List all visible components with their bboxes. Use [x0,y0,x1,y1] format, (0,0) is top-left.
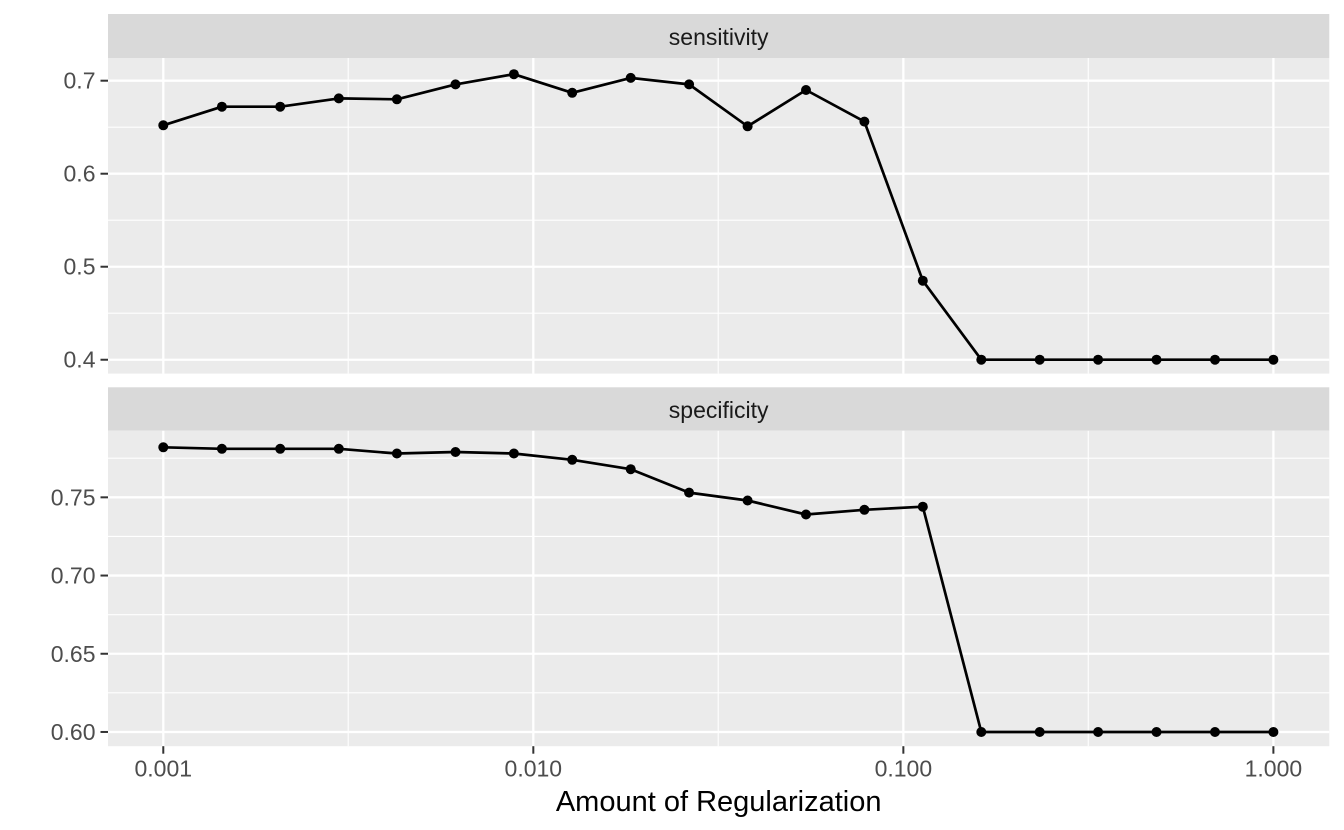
y-tick-label: 0.7 [64,68,96,94]
facet-strip-label: specificity [669,397,769,423]
y-tick-label: 0.5 [64,254,96,280]
y-tick-label: 0.6 [64,161,96,187]
data-point [1268,727,1279,737]
facet-strip-specificity [108,387,1330,431]
data-point [684,487,695,498]
data-point [742,495,753,506]
data-point [801,85,811,95]
data-point [216,443,227,454]
data-point [859,504,870,515]
data-point [450,447,461,457]
data-point [625,464,636,475]
data-point [567,87,578,98]
data-point [801,509,811,520]
data-point [158,442,169,453]
data-point [917,501,928,512]
x-tick-label: 1.000 [1245,756,1303,782]
data-point [1093,354,1104,365]
x-tick-label: 0.001 [135,756,193,782]
facet-sensitivity: sensitivity 0.7 0.6 0.5 0.4 [64,14,1330,374]
data-point [1151,727,1162,737]
y-tick-label: 0.60 [51,719,96,745]
x-tick-label: 0.100 [875,756,933,782]
data-point [859,116,870,127]
y-tick-label: 0.70 [51,563,96,589]
y-tick-label: 0.4 [64,347,96,373]
x-axis: 0.001 0.010 0.100 1.000 [135,746,1303,782]
facet-specificity: specificity 0.75 0.70 0.65 0.60 [51,387,1330,747]
data-point [1151,354,1162,365]
x-tick-label: 0.010 [505,756,563,782]
data-point [684,79,695,90]
data-point [976,354,987,365]
data-point [275,443,286,454]
data-point [1034,354,1045,365]
facet-strip-sensitivity [108,14,1330,58]
data-point [1093,727,1104,737]
data-point [158,120,169,131]
data-point [333,93,344,104]
data-point [1210,354,1220,365]
data-point [742,121,753,132]
y-tick-label: 0.75 [51,484,96,510]
data-point [1034,727,1045,737]
data-point [1210,727,1220,737]
data-point [391,448,402,459]
data-point [508,448,519,459]
series-line-specificity [163,445,1274,734]
x-axis-title: Amount of Regularization [556,786,882,818]
y-tick-label: 0.65 [51,641,96,667]
data-point [333,443,344,454]
series-line-sensitivity [162,72,1274,362]
data-point [391,94,402,105]
data-point [567,454,578,465]
data-point [976,727,987,737]
data-point [1268,354,1279,365]
data-point [917,275,928,286]
data-point [275,101,286,112]
data-point [508,69,519,80]
data-point [216,101,227,112]
data-point [625,72,636,83]
facet-strip-label: sensitivity [669,24,769,50]
data-point [450,79,461,90]
